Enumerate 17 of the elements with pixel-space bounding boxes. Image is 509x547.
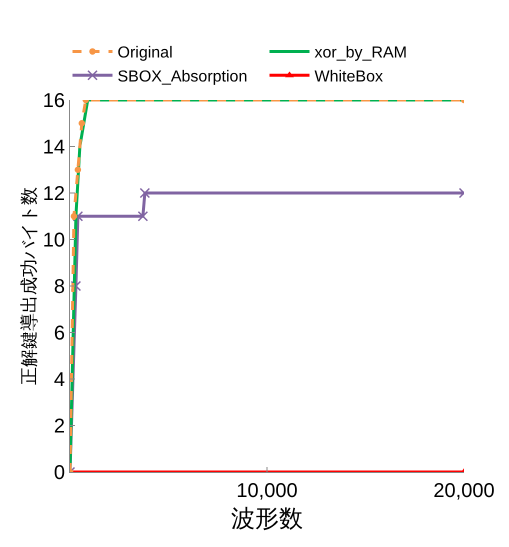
y-tick-label: 8: [54, 276, 65, 298]
y-tick-label: 4: [54, 369, 65, 391]
y-tick-label: 10: [42, 230, 65, 252]
legend-label: WhiteBox: [314, 68, 383, 86]
y-tick-label: 12: [42, 183, 65, 205]
y-tick-label: 14: [42, 136, 65, 158]
x-tick-label: 10,000: [236, 480, 298, 502]
y-tick-label: 16: [42, 90, 65, 112]
x-axis-title: 波形数: [231, 505, 303, 532]
y-tick-label: 0: [54, 462, 65, 484]
legend-label: xor_by_RAM: [314, 44, 407, 62]
y-tick-label: 2: [54, 416, 65, 438]
legend-label: SBOX_Absorption: [118, 68, 248, 86]
x-tick-label: 20,000: [433, 480, 495, 502]
legend-label: Original: [118, 44, 173, 62]
y-axis-title: 正解鍵導出成功バイト数: [18, 187, 39, 385]
y-tick-label: 6: [54, 322, 65, 344]
